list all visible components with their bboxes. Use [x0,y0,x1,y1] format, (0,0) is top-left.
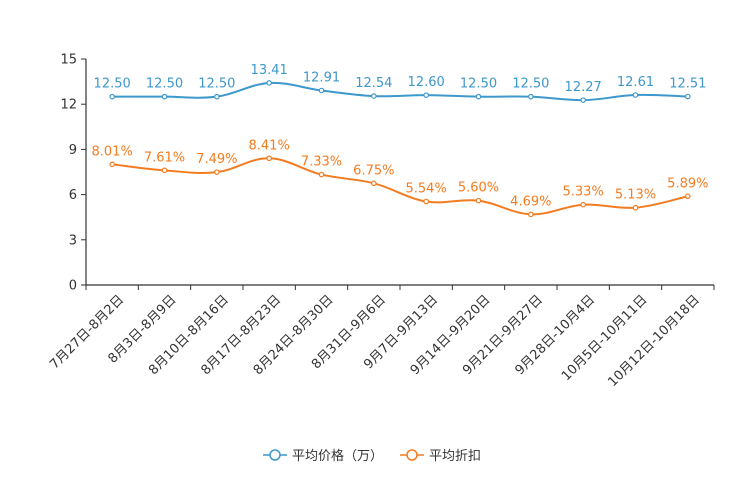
data-label: 8.41% [249,138,290,153]
data-point [109,161,115,168]
data-point [580,97,586,103]
data-point [685,193,691,200]
series-line [112,81,688,102]
data-point [371,180,377,187]
legend-item-average-price: 平均价格（万） [263,448,383,464]
data-label: 5.33% [563,185,604,200]
data-label: 12.54 [355,76,392,91]
data-label: 7.49% [196,152,237,167]
data-label: 12.60 [408,75,445,90]
series-layer: 12.50 12.50 12.50 13.41 12.91 12.54 12.60 12.50… [92,63,708,218]
data-point [161,93,168,100]
y-axis: 0 3 6 9 12 15 [60,53,87,294]
legend: 平均价格（万） 平均折扣 [263,448,481,464]
data-point [214,93,220,100]
data-label: 12.50 [146,77,183,92]
series-average-price: 12.50 12.50 12.50 13.41 12.91 12.54 12.60 12.50… [94,63,706,103]
data-label: 12.91 [303,70,340,85]
y-tick-label: 12 [60,98,77,113]
data-point [528,93,534,100]
legend-label: 平均折扣 [429,449,481,464]
data-label: 6.75% [353,163,394,178]
data-label: 8.01% [92,144,133,159]
y-tick-label: 6 [69,188,77,203]
data-label: 5.54% [406,182,447,197]
data-point [580,201,586,208]
data-label: 12.27 [565,80,602,95]
data-label: 7.61% [144,150,185,165]
data-label: 12.50 [460,77,497,92]
data-point [318,171,325,178]
legend-marker-icon [269,449,281,461]
data-label: 7.33% [301,155,342,170]
data-point [685,93,691,100]
data-point [214,169,220,175]
data-label: 12.50 [198,77,235,92]
data-label: 5.60% [458,181,499,196]
x-tick-label: 10月12日-10月18日 [605,292,702,389]
x-axis: 7月27日-8月2日8月3日-8月9日8月10日-8月16日8月17日-8月23… [47,284,715,390]
data-label: 5.89% [667,176,708,191]
data-label: 4.69% [510,194,551,209]
legend-item-average-discount: 平均折扣 [400,449,481,464]
data-point [266,80,272,86]
series-average-discount: 8.01% 7.61% 7.49% 8.41% 7.33% 6.75% 5.54% 5.60%… [92,138,708,218]
series-line [112,157,689,216]
data-point [475,93,482,100]
y-tick-label: 3 [69,233,77,248]
y-tick-label: 15 [60,53,77,68]
data-label: 5.13% [615,188,656,203]
data-point [632,92,639,98]
data-point [528,211,534,218]
data-point [632,204,639,211]
data-point [423,198,429,205]
data-point [423,92,429,98]
data-label: 12.50 [512,77,549,92]
y-tick-label: 0 [69,279,77,294]
data-point [109,93,115,100]
data-label: 13.41 [251,63,288,78]
legend-marker-icon [406,449,418,461]
data-label: 12.51 [669,77,706,92]
y-tick-label: 9 [69,143,77,158]
data-label: 12.50 [94,77,131,92]
data-point [318,87,325,94]
data-point [371,93,377,99]
data-point [266,155,272,162]
legend-label: 平均价格（万） [292,448,383,464]
data-point [161,167,168,174]
data-point [475,197,482,204]
data-label: 12.61 [617,75,654,90]
